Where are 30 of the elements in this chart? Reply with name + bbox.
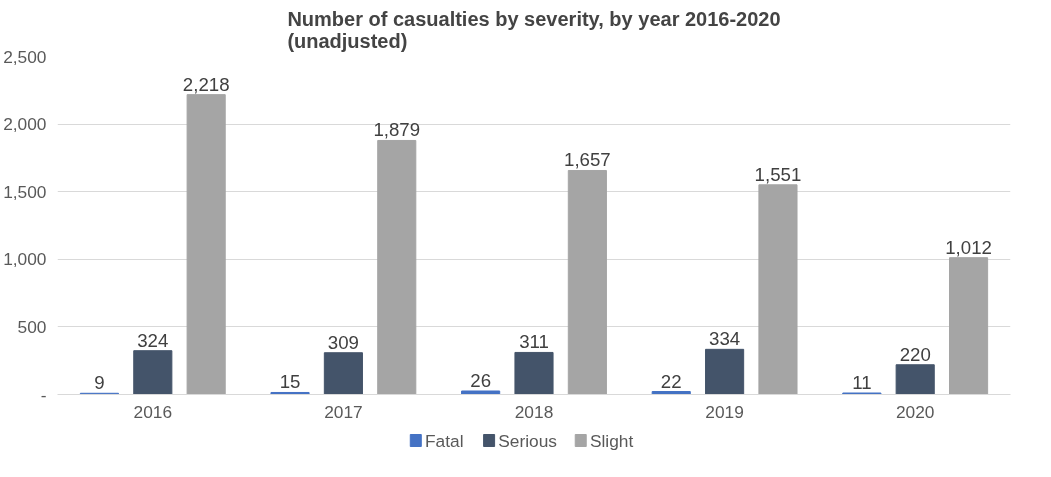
data-label: 324 (137, 329, 169, 351)
y-tick-label: - (40, 384, 47, 405)
x-tick-label: 2019 (705, 401, 744, 422)
data-label: 2,218 (182, 73, 230, 95)
x-tick-label: 2020 (895, 401, 935, 422)
data-label: 9 (94, 372, 105, 394)
data-label: 1,879 (373, 119, 421, 141)
data-label: 334 (709, 328, 741, 350)
data-label: 1,657 (564, 149, 611, 171)
legend-label: Fatal (424, 430, 464, 451)
data-label: 309 (327, 331, 359, 353)
y-tick-label: 1,000 (3, 249, 47, 270)
data-label: 11 (852, 372, 872, 394)
y-tick-label: 2,500 (3, 46, 47, 67)
data-label: 1,012 (945, 236, 992, 258)
data-label: 15 (279, 371, 301, 393)
data-label: 220 (899, 343, 931, 365)
y-tick-label: 2,000 (3, 114, 47, 135)
data-label: 22 (660, 370, 682, 392)
data-label: 311 (519, 331, 549, 353)
x-tick-label: 2018 (514, 401, 554, 422)
x-tick-label: 2016 (133, 401, 173, 422)
data-label: 1,551 (754, 163, 802, 185)
y-tick-label: 500 (17, 316, 47, 337)
legend-label: Slight (589, 430, 634, 451)
x-tick-label: 2017 (324, 401, 363, 422)
data-label: 26 (470, 369, 492, 391)
chart-title: Number of casualties by severity, by year 2016-2020 (unadjusted) (287, 7, 781, 52)
y-tick-label: 1,500 (3, 181, 47, 202)
legend-label: Serious (498, 430, 558, 451)
